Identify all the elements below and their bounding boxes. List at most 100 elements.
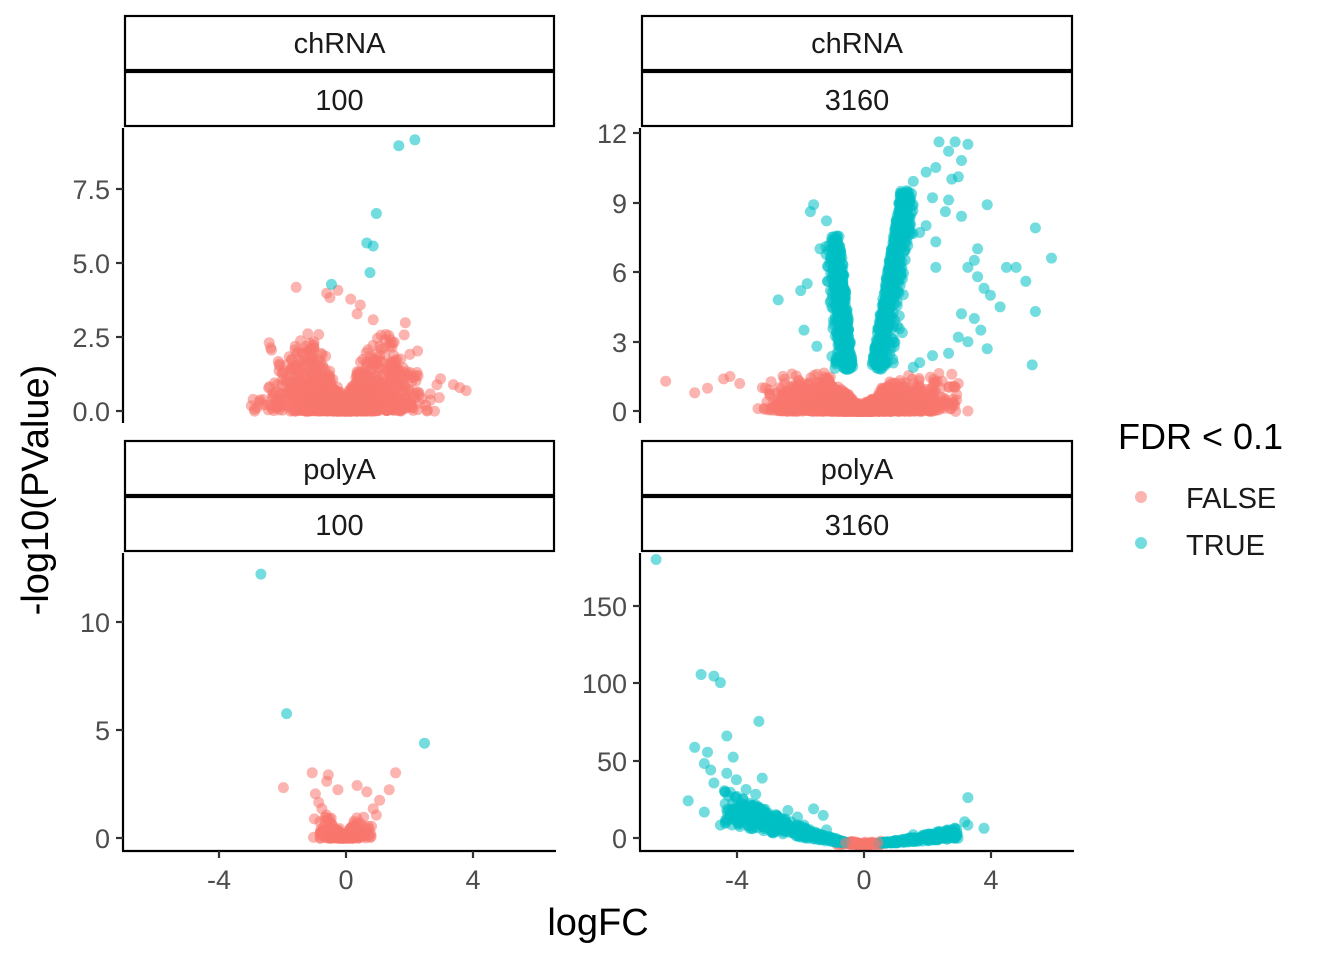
point-true-chrna-3160 xyxy=(939,206,951,218)
point-false-chrna-100 xyxy=(253,396,265,408)
point-false-chrna-100 xyxy=(290,281,302,293)
strip-top-label-polya-100: polyA xyxy=(303,454,376,486)
point-false-chrna-3160 xyxy=(791,381,803,393)
strip-bottom-chrna-3160 xyxy=(640,70,1074,128)
point-false-chrna-3160 xyxy=(792,404,804,416)
y-tick-label-chrna-100-1: 2.5 xyxy=(72,323,110,353)
point-false-chrna-100 xyxy=(435,373,446,385)
point-false-chrna-100 xyxy=(400,389,412,401)
point-true-polya-100 xyxy=(281,708,293,720)
points-layer-chrna-3160 xyxy=(660,136,1057,417)
point-false-polya-100 xyxy=(358,811,370,823)
point-false-chrna-100 xyxy=(302,328,314,340)
point-true-chrna-100 xyxy=(367,240,379,252)
point-false-polya-100 xyxy=(332,784,344,796)
point-false-chrna-100 xyxy=(399,317,411,329)
point-false-polya-100 xyxy=(361,786,373,798)
point-false-chrna-3160 xyxy=(886,390,898,402)
point-true-chrna-3160 xyxy=(1026,359,1038,371)
point-true-chrna-3160 xyxy=(978,282,990,294)
point-true-chrna-3160 xyxy=(975,324,987,336)
point-true-chrna-3160 xyxy=(949,136,961,148)
point-true-chrna-3160 xyxy=(838,282,850,294)
strip-top-label-polya-3160: polyA xyxy=(821,454,894,486)
point-false-chrna-3160 xyxy=(811,387,823,399)
point-false-chrna-3160 xyxy=(844,402,856,414)
point-true-chrna-3160 xyxy=(933,136,945,148)
strip-bottom-label-chrna-3160: 3160 xyxy=(825,85,890,117)
y-tick-label-chrna-100-3: 7.5 xyxy=(72,175,110,205)
point-false-chrna-100 xyxy=(300,340,312,352)
y-tick-label-polya-100-0: 0 xyxy=(95,824,110,854)
point-true-chrna-3160 xyxy=(824,257,836,269)
point-true-chrna-3160 xyxy=(927,192,938,204)
point-false-chrna-100 xyxy=(324,292,336,304)
point-false-polya-100 xyxy=(306,767,318,779)
strip-top-label-chrna-100: chRNA xyxy=(294,28,387,60)
x-tick-label-polya-100-1: 0 xyxy=(338,865,353,895)
point-false-chrna-3160 xyxy=(759,382,771,394)
point-false-chrna-3160 xyxy=(660,375,672,387)
point-false-chrna-3160 xyxy=(821,395,833,406)
point-true-chrna-3160 xyxy=(902,210,914,222)
point-false-chrna-100 xyxy=(362,344,374,356)
point-true-chrna-100 xyxy=(409,134,421,146)
panel-polya-100: polyA 100 0 5 10 -4 0 4 xyxy=(80,439,556,895)
point-false-chrna-3160 xyxy=(817,405,829,417)
point-false-polya-100 xyxy=(277,782,289,794)
point-true-chrna-3160 xyxy=(798,324,810,336)
point-true-chrna-3160 xyxy=(1046,252,1057,264)
point-false-chrna-100 xyxy=(460,385,472,397)
point-false-chrna-3160 xyxy=(761,396,773,408)
point-false-polya-100 xyxy=(314,828,326,840)
point-false-chrna-100 xyxy=(379,387,391,399)
point-true-chrna-3160 xyxy=(891,320,903,332)
point-false-chrna-100 xyxy=(306,351,318,363)
y-tick-label-chrna-100-2: 5.0 xyxy=(72,249,110,279)
point-false-chrna-100 xyxy=(379,349,391,361)
point-false-chrna-100 xyxy=(330,405,342,417)
point-false-chrna-100 xyxy=(295,367,307,379)
point-true-chrna-3160 xyxy=(874,322,886,333)
point-true-chrna-3160 xyxy=(772,294,784,306)
point-true-chrna-3160 xyxy=(962,336,974,348)
point-false-chrna-100 xyxy=(372,371,383,383)
x-tick-label-polya-100-0: -4 xyxy=(207,865,231,895)
y-tick-label-polya-100-1: 5 xyxy=(95,716,110,746)
point-true-chrna-3160 xyxy=(897,220,909,232)
point-true-chrna-3160 xyxy=(879,359,891,371)
strip-bottom-label-polya-100: 100 xyxy=(315,510,363,542)
point-false-chrna-100 xyxy=(354,299,366,311)
point-false-chrna-3160 xyxy=(843,389,854,401)
point-false-chrna-100 xyxy=(371,388,383,400)
point-true-chrna-3160 xyxy=(821,215,832,227)
point-false-chrna-100 xyxy=(347,396,359,407)
point-false-polya-100 xyxy=(383,784,395,796)
point-true-chrna-3160 xyxy=(897,197,909,208)
point-false-chrna-100 xyxy=(395,380,407,392)
point-false-chrna-3160 xyxy=(915,405,927,417)
point-false-chrna-100 xyxy=(380,329,392,340)
point-true-chrna-3160 xyxy=(962,261,974,273)
y-tick-label-polya-100-2: 10 xyxy=(80,608,110,638)
point-false-polya-100 xyxy=(361,826,373,837)
point-true-chrna-3160 xyxy=(994,301,1006,313)
point-false-polya-100 xyxy=(390,767,402,779)
point-false-chrna-3160 xyxy=(867,405,879,417)
point-true-chrna-3160 xyxy=(914,227,926,238)
point-false-chrna-100 xyxy=(297,398,309,410)
point-false-chrna-3160 xyxy=(808,369,820,381)
point-false-chrna-100 xyxy=(413,387,425,399)
point-true-chrna-3160 xyxy=(811,340,823,352)
point-false-chrna-100 xyxy=(361,358,373,370)
point-true-chrna-3160 xyxy=(943,347,955,359)
point-false-polya-100 xyxy=(319,811,331,823)
point-false-chrna-100 xyxy=(398,329,410,341)
point-false-chrna-100 xyxy=(297,382,309,394)
point-false-chrna-3160 xyxy=(936,375,948,387)
point-true-chrna-3160 xyxy=(956,308,967,320)
point-true-chrna-3160 xyxy=(825,285,836,297)
point-true-chrna-3160 xyxy=(943,145,955,157)
point-true-chrna-3160 xyxy=(840,354,852,366)
point-true-chrna-3160 xyxy=(879,296,891,308)
